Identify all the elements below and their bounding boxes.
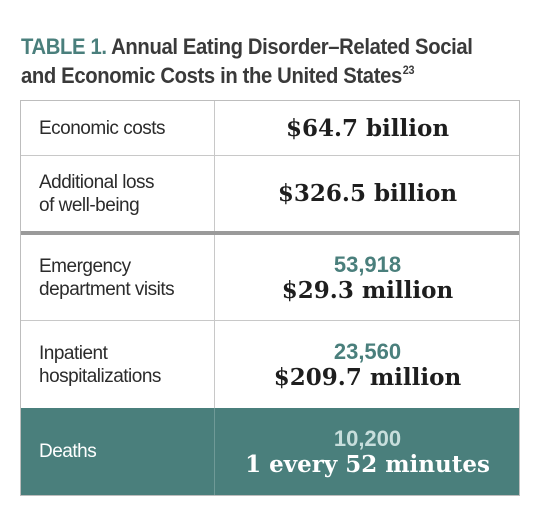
section-divider: [21, 231, 519, 235]
table-row-well-being: Additional loss of well-being $326.5 bill…: [21, 156, 519, 231]
row-label: Deaths: [21, 408, 215, 495]
row-label-line2: of well-being: [39, 194, 140, 216]
row-label-line2: department visits: [39, 278, 175, 300]
row-label-text: Additional loss of well-being: [39, 171, 155, 217]
row-label-text: Emergency department visits: [39, 255, 175, 301]
row-label-text: Deaths: [39, 441, 97, 462]
table-row-deaths: Deaths 10,200 1 every 52 minutes: [21, 408, 519, 495]
row-count: 53,918: [333, 251, 402, 277]
row-label: Additional loss of well-being: [21, 156, 215, 231]
row-amount: $209.7 million: [273, 363, 462, 391]
row-value: $326.5 billion: [216, 156, 519, 231]
citation-superscript: 23: [402, 63, 415, 77]
row-amount: $29.3 million: [281, 276, 454, 304]
row-divider: [21, 155, 519, 156]
row-value: 10,200 1 every 52 minutes: [216, 408, 519, 495]
row-count: 10,200: [333, 425, 402, 451]
row-amount: $64.7 billion: [285, 114, 450, 142]
row-label-line1: Inpatient: [39, 342, 108, 364]
table-title-line2: and Economic Costs in the United States: [21, 63, 402, 88]
row-value: 23,560 $209.7 million: [216, 321, 519, 408]
row-label: Economic costs: [21, 101, 215, 155]
row-label: Emergency department visits: [21, 235, 215, 320]
table-number: TABLE 1.: [21, 34, 107, 59]
table-title: TABLE 1. Annual Eating Disorder–Related …: [21, 32, 480, 90]
table-row-emergency-visits: Emergency department visits 53,918 $29.3 …: [21, 235, 519, 320]
table-row-hospitalizations: Inpatient hospitalizations 23,560 $209.7 …: [21, 321, 519, 408]
costs-table: Economic costs $64.7 billion Additional …: [20, 100, 520, 496]
row-amount: 1 every 52 minutes: [245, 450, 490, 478]
row-label-line1: Additional loss: [39, 171, 155, 193]
row-value: 53,918 $29.3 million: [216, 235, 519, 320]
row-label-line1: Emergency: [39, 255, 131, 277]
row-count: 23,560: [333, 338, 402, 364]
row-label: Inpatient hospitalizations: [21, 321, 215, 408]
table-row-economic-costs: Economic costs $64.7 billion: [21, 101, 519, 155]
row-label-line2: hospitalizations: [39, 365, 161, 387]
row-label-text: Economic costs: [39, 117, 166, 139]
table-title-line1: Annual Eating Disorder–Related Social: [111, 34, 473, 59]
row-amount: $326.5 billion: [277, 180, 458, 207]
row-value: $64.7 billion: [216, 101, 519, 155]
row-label-text: Inpatient hospitalizations: [39, 342, 161, 388]
row-divider: [21, 320, 519, 321]
